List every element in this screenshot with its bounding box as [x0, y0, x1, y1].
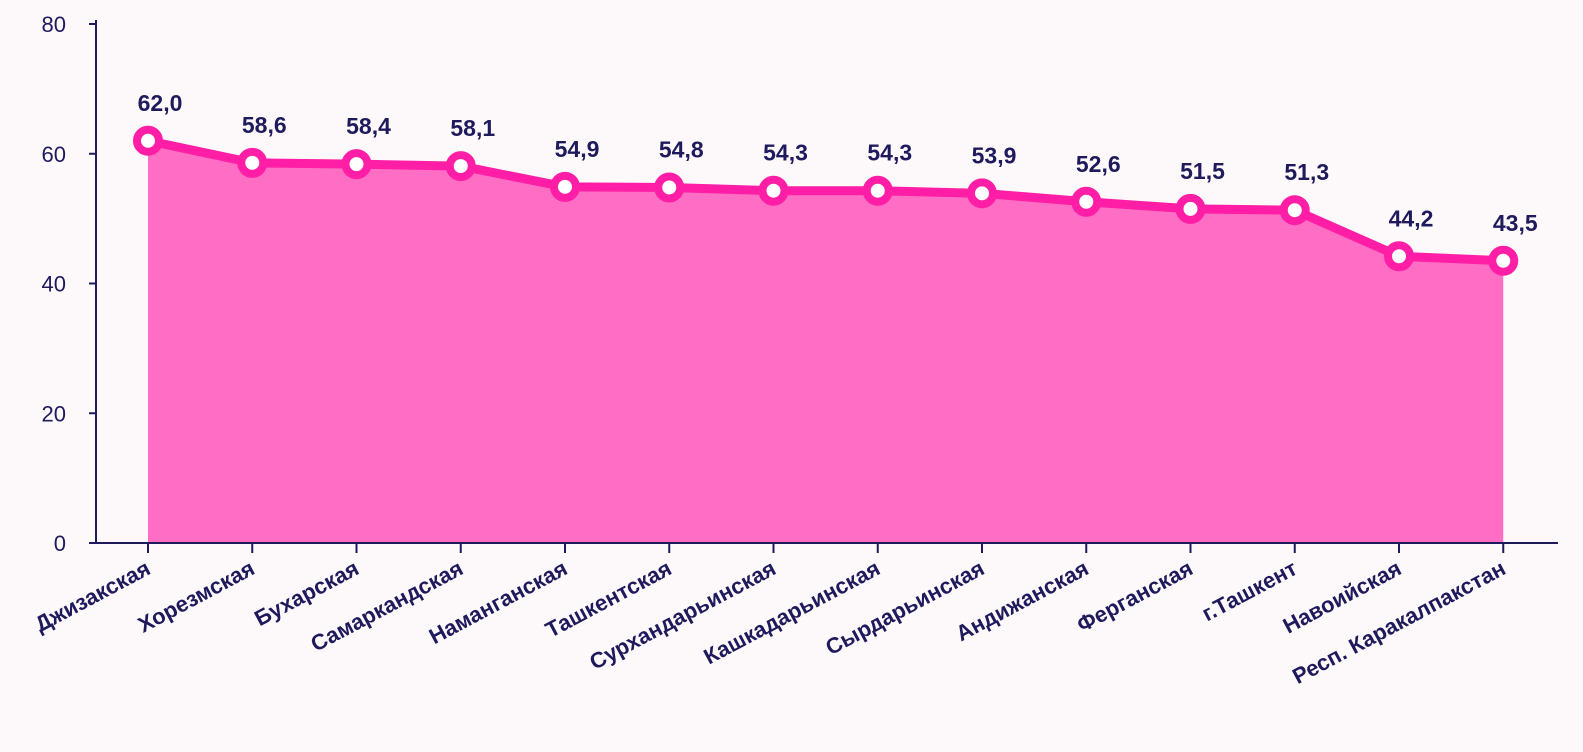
data-label: 58,1	[450, 115, 495, 141]
y-tick-label: 80	[42, 12, 66, 37]
data-point	[133, 125, 163, 156]
data-point	[1488, 245, 1519, 276]
y-tick-label: 40	[42, 272, 66, 297]
data-point	[1279, 195, 1310, 226]
data-point	[654, 172, 685, 203]
category-label: Джизакская	[31, 555, 155, 637]
category-label: Ферганская	[1073, 555, 1197, 637]
data-label: 54,3	[867, 140, 912, 166]
data-label: 51,3	[1284, 159, 1329, 185]
data-point	[341, 149, 372, 180]
category-label: Сурхандарьинская	[585, 555, 780, 674]
data-label: 51,5	[1180, 158, 1225, 184]
y-tick-label: 20	[42, 401, 66, 426]
data-label: 54,8	[659, 136, 704, 162]
data-label: 58,4	[346, 113, 391, 139]
data-point	[1071, 186, 1102, 217]
data-point	[237, 147, 268, 178]
data-label: 62,0	[138, 90, 183, 116]
series-line	[143, 136, 1508, 266]
data-label: 52,6	[1076, 151, 1121, 177]
data-label: 54,9	[555, 136, 600, 162]
data-point	[445, 151, 476, 182]
data-point	[862, 175, 893, 206]
data-point	[550, 171, 580, 202]
y-tick-label: 0	[54, 531, 66, 556]
data-label: 43,5	[1493, 210, 1538, 236]
data-label: 44,2	[1389, 205, 1434, 231]
category-label: Кашкадарьинская	[699, 555, 884, 669]
y-tick-label: 60	[42, 142, 66, 167]
data-point	[967, 178, 997, 209]
area-fill	[148, 140, 1504, 543]
data-label: 54,3	[763, 140, 808, 166]
data-label: 58,6	[242, 112, 287, 138]
category-label: Хорезмская	[134, 555, 259, 637]
data-point	[758, 175, 789, 206]
data-point	[1175, 193, 1206, 224]
data-label: 53,9	[972, 142, 1017, 168]
data-point	[1384, 241, 1414, 272]
